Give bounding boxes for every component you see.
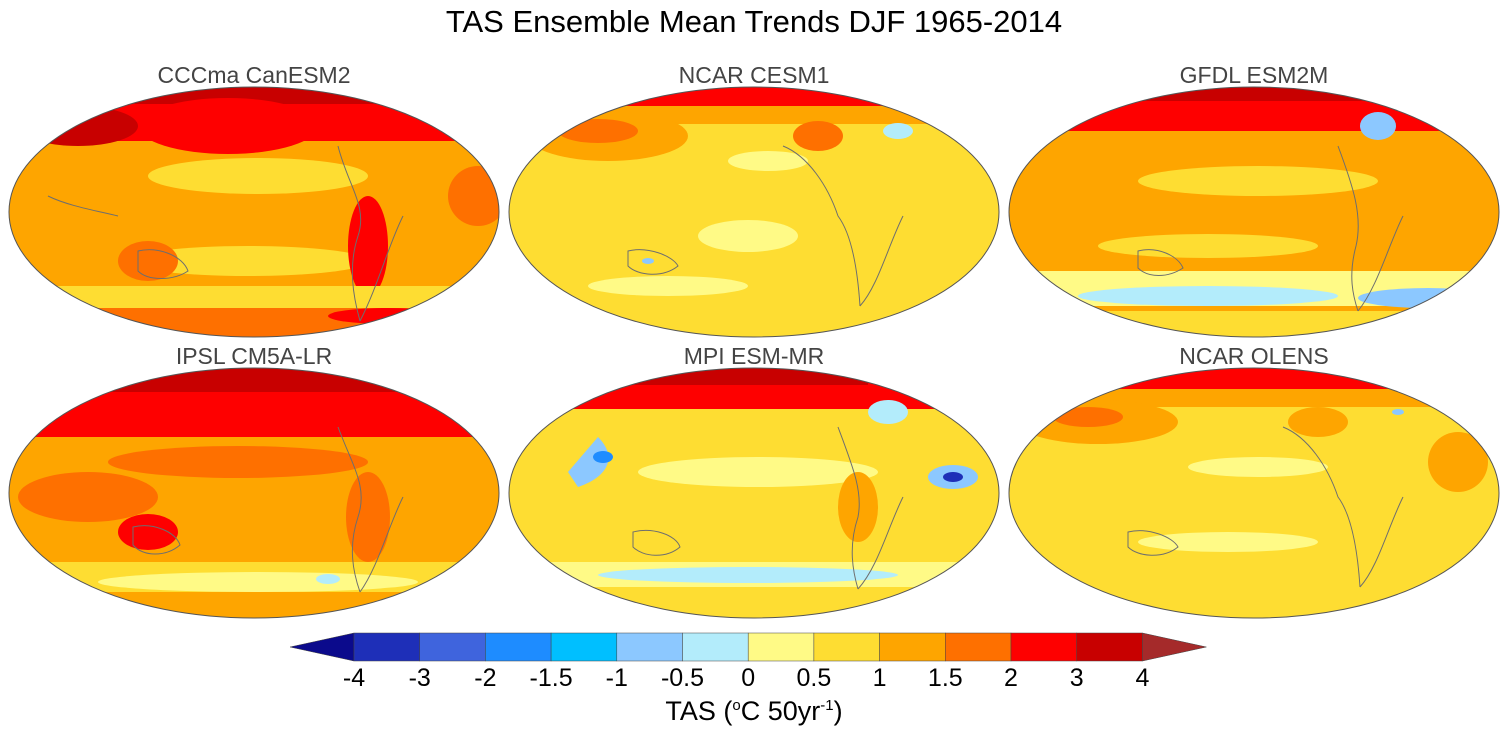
map-panel-mpi-esm-mr: MPI ESM-MR — [508, 343, 1000, 619]
colorbar-tick-label: 0.5 — [796, 664, 832, 692]
colorbar-bin — [1010, 632, 1077, 662]
map-panel-gfdl-esm2m: GFDL ESM2M — [1008, 62, 1500, 338]
colorbar-tick-label: 2 — [1004, 664, 1018, 692]
colorbar-title: TAS (oC 50yr-1) — [0, 696, 1508, 727]
map-panel-ncar-olens: NCAR OLENS — [1008, 343, 1500, 619]
colorbar-bin — [682, 632, 749, 662]
colorbar-bin — [813, 632, 880, 662]
colorbar — [290, 632, 1207, 662]
coastlines — [1127, 426, 1404, 588]
map-cm5a-lr — [8, 367, 500, 619]
coastlines — [632, 426, 904, 590]
colorbar-bin — [616, 632, 683, 662]
colorbar-title-suffix: ) — [833, 696, 843, 726]
colorbar-arrow-low — [290, 632, 355, 662]
colorbar-bin — [485, 632, 552, 662]
colorbar-tick-label: -1 — [605, 664, 628, 692]
coastlines — [627, 145, 904, 307]
figure-title: TAS Ensemble Mean Trends DJF 1965-2014 — [445, 4, 1063, 39]
colorbar-tick-label: -1.5 — [529, 664, 573, 692]
colorbar-bin — [747, 632, 815, 662]
colorbar-tick-label: 0 — [741, 664, 756, 692]
colorbar-tick-label: -4 — [342, 664, 366, 692]
map-cesm1 — [508, 86, 1000, 338]
coastlines — [47, 145, 404, 322]
colorbar-tick-label: 1 — [872, 664, 887, 692]
colorbar-title-mid: C 50yr — [740, 696, 821, 726]
colorbar-tick-label: 1.5 — [927, 664, 963, 692]
colorbar-bin — [419, 632, 486, 662]
colorbar-tick-label: -0.5 — [660, 664, 705, 692]
colorbar-bin — [945, 632, 1012, 662]
map-panel-cccma-canesm2: CCCma CanESM2 — [8, 62, 500, 338]
panel-title: CCCma CanESM2 — [157, 62, 351, 88]
map-esm-mr — [508, 367, 1000, 619]
colorbar-bin — [353, 632, 420, 662]
colorbar-title-prefix: TAS ( — [665, 696, 733, 726]
colorbar-tick-label: -3 — [408, 664, 431, 692]
map-olens — [1008, 367, 1500, 619]
panel-title: MPI ESM-MR — [683, 343, 825, 369]
panel-title: NCAR CESM1 — [678, 62, 830, 88]
coastlines — [132, 426, 404, 593]
coastlines — [1137, 145, 1404, 312]
colorbar-tick-label: 4 — [1135, 664, 1150, 692]
colorbar-tick-label: 3 — [1069, 664, 1084, 692]
map-panel-ncar-cesm1: NCAR CESM1 — [508, 62, 1000, 338]
map-canesm2 — [8, 86, 500, 338]
panel-title: GFDL ESM2M — [1179, 62, 1329, 88]
map-esm2m — [1008, 86, 1500, 338]
colorbar-title-degree: o — [732, 697, 741, 714]
colorbar-bin — [1076, 632, 1143, 662]
panel-title: NCAR OLENS — [1179, 343, 1329, 369]
colorbar-bin — [879, 632, 946, 662]
colorbar-bin — [550, 632, 618, 662]
map-panel-ipsl-cm5a-lr: IPSL CM5A-LR — [8, 343, 500, 619]
colorbar-tick-label: -2 — [474, 664, 497, 692]
colorbar-title-exp: -1 — [820, 697, 834, 714]
colorbar-arrow-high — [1142, 632, 1207, 662]
panel-title: IPSL CM5A-LR — [175, 343, 333, 369]
